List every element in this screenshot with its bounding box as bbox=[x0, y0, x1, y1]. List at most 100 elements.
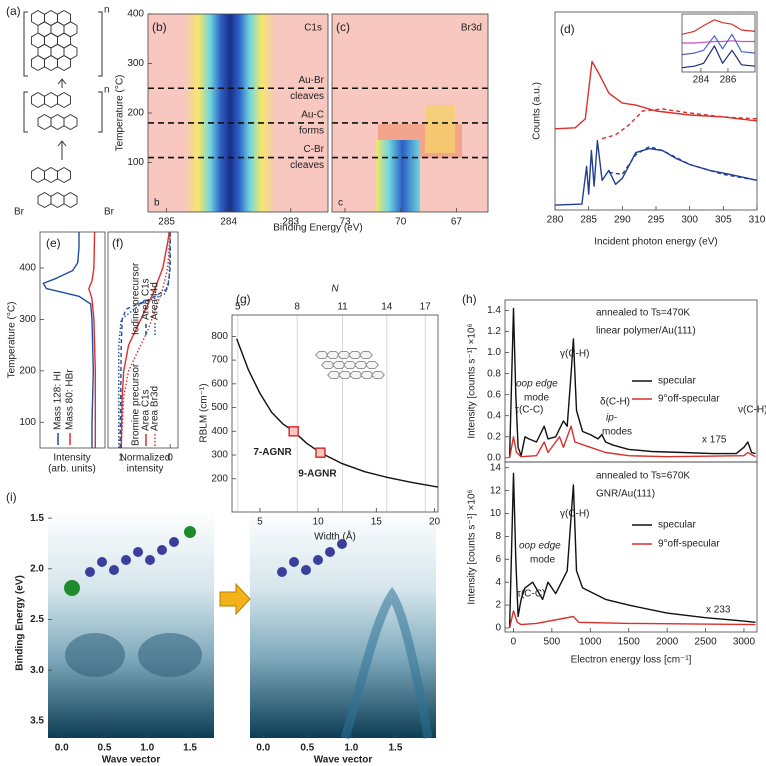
y-axis-label: Binding Energy (eV) bbox=[15, 575, 26, 671]
annotation: γ(C-H) bbox=[560, 349, 589, 360]
lattice-ring bbox=[343, 361, 357, 369]
annotation: oop edge bbox=[516, 379, 558, 390]
ring bbox=[37, 191, 52, 209]
legend-label: Area C1s bbox=[141, 278, 152, 320]
series-line bbox=[508, 307, 756, 458]
threshold-label: cleaves bbox=[290, 160, 324, 171]
annotation: mode bbox=[524, 393, 549, 404]
legend-label: Area I4d bbox=[150, 282, 161, 320]
x-tick-label: 2500 bbox=[694, 637, 717, 648]
arpes-band bbox=[340, 586, 433, 740]
legend-label: Mass 80: HBr bbox=[65, 369, 76, 430]
plot-frame bbox=[681, 13, 756, 73]
annotation: γ(C-H) bbox=[560, 509, 589, 520]
heatmap-band bbox=[376, 140, 420, 212]
repeat-index: n bbox=[104, 85, 110, 96]
x-tick-label: 0 bbox=[167, 453, 173, 464]
y-tick-label: 3.0 bbox=[30, 665, 44, 676]
x-axis-label: Binding Energy (eV) bbox=[273, 223, 363, 234]
bracket bbox=[23, 11, 103, 77]
series-line bbox=[119, 232, 171, 449]
y-tick-label: 3.5 bbox=[30, 715, 44, 726]
annotation: τ(C-C) bbox=[517, 589, 545, 600]
lattice-ring bbox=[321, 361, 335, 369]
x2-tick-label: 17 bbox=[420, 302, 432, 313]
arpes-feature bbox=[65, 633, 125, 677]
plot-frame bbox=[331, 13, 489, 213]
arrow bbox=[219, 582, 251, 616]
y-tick-label: 10 bbox=[490, 508, 502, 519]
series-line bbox=[88, 231, 96, 448]
series-line bbox=[554, 140, 758, 206]
y-tick-label: 4 bbox=[495, 577, 501, 588]
repeat-index: n bbox=[104, 5, 110, 16]
x-tick-label: 1 bbox=[118, 453, 124, 464]
ring bbox=[63, 191, 78, 209]
x-tick-label: 1.5 bbox=[183, 743, 197, 754]
x-tick-label: 500 bbox=[544, 637, 561, 648]
ring bbox=[31, 91, 45, 109]
annotation: modes bbox=[602, 427, 632, 438]
ring bbox=[31, 54, 45, 72]
series-line bbox=[508, 472, 756, 629]
lattice-ring bbox=[360, 371, 374, 379]
series-line bbox=[681, 33, 756, 56]
x-tick-label: 70 bbox=[395, 217, 407, 228]
x-tick-label: 286 bbox=[720, 75, 737, 86]
x-tick-label: 0.0 bbox=[256, 743, 270, 754]
corner-label: b bbox=[154, 198, 160, 209]
series-line bbox=[681, 19, 756, 35]
y-axis-label: Intensity [counts s⁻¹] ×10⁶ bbox=[467, 323, 478, 438]
y-axis-label: Counts (a.u.) bbox=[532, 82, 543, 140]
x-tick-label: 3000 bbox=[733, 637, 756, 648]
y-tick-label: 0.0 bbox=[487, 452, 501, 463]
x-axis-label: Intensity bbox=[53, 453, 90, 464]
bracket bbox=[23, 91, 103, 133]
x-axis-label: Width (Å) bbox=[314, 530, 356, 543]
annotation: oop edge bbox=[519, 541, 561, 552]
series-line bbox=[42, 232, 94, 448]
panel-label: (a) bbox=[6, 4, 21, 18]
data-point bbox=[315, 447, 326, 458]
ring bbox=[44, 54, 58, 72]
legend-label: Area C1s bbox=[141, 389, 152, 431]
panel-title: C1s bbox=[304, 23, 322, 34]
panel-title: Br3d bbox=[461, 23, 482, 34]
x-tick-label: 1.0 bbox=[344, 743, 358, 754]
arrow bbox=[57, 78, 67, 88]
data-point bbox=[288, 426, 299, 437]
x-tick-label: 300 bbox=[681, 215, 698, 226]
panel-label: (f) bbox=[112, 236, 123, 250]
annotation: ν(C-H) bbox=[738, 405, 766, 416]
ring bbox=[50, 191, 65, 209]
x-axis-label: Wave vector bbox=[102, 755, 161, 766]
x-tick-label: 1.0 bbox=[140, 743, 154, 754]
y-tick-label: 0.4 bbox=[487, 410, 501, 421]
x-tick-label: 67 bbox=[451, 217, 463, 228]
y-tick-label: 600 bbox=[211, 378, 228, 389]
x-axis-label: Normalized bbox=[120, 453, 171, 464]
y-tick-label: 0 bbox=[495, 623, 501, 634]
annotation: τ(C-C) bbox=[515, 405, 543, 416]
series-line bbox=[508, 425, 756, 458]
arrow bbox=[57, 140, 67, 160]
x-tick-label: 290 bbox=[614, 215, 631, 226]
y-tick-label: 8 bbox=[495, 531, 501, 542]
plot-frame bbox=[39, 231, 106, 449]
lattice-ring bbox=[349, 371, 363, 379]
x-axis-label: Wave vector bbox=[314, 755, 373, 766]
legend-group: Bromine precursor bbox=[131, 363, 142, 446]
y-tick-label: 6 bbox=[495, 554, 501, 565]
x2-tick-label: 8 bbox=[294, 302, 300, 313]
y-tick-label: 300 bbox=[211, 450, 228, 461]
x-tick-label: 1500 bbox=[618, 637, 641, 648]
lattice-ring bbox=[354, 361, 368, 369]
y-tick-label: 0.6 bbox=[487, 389, 501, 400]
series-line bbox=[608, 145, 758, 181]
panel-label: (b) bbox=[152, 20, 167, 34]
legend-label: Area Br3d bbox=[150, 386, 161, 431]
plot-frame bbox=[504, 461, 758, 633]
series-line bbox=[554, 60, 758, 130]
threshold-label: Au-C bbox=[301, 110, 324, 121]
panel-label: (h) bbox=[462, 292, 477, 306]
